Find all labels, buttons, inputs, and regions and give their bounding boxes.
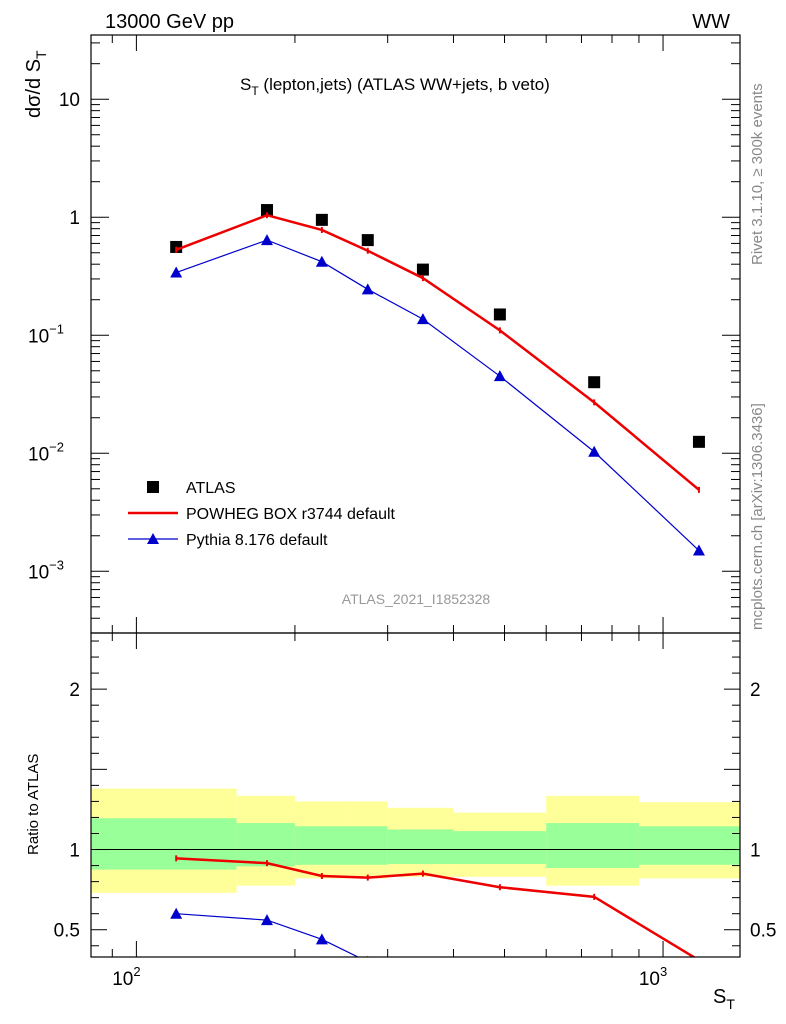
legend: ATLAS POWHEG BOX r3744 default Pythia 8.17… [128,480,396,549]
ratio-band-green [387,829,454,864]
data-point-square [692,435,705,448]
analysis-watermark: ATLAS_2021_I1852328 [342,591,491,607]
main-ticks [91,35,740,634]
ratio-y-axis-label: Ratio to ATLAS [25,754,42,855]
process-label: WW [692,11,730,33]
y-tick-label-base: 1 [69,208,80,229]
main-title: ST (lepton,jets) (ATLAS WW+jets, b veto) [240,75,550,98]
data-point-triangle [588,445,601,457]
ratio-uncertainty-bands [91,788,740,893]
y-tick-label: 10−3 [28,557,64,583]
pythia-ratio-line [176,913,360,957]
ratio-band-green [345,826,388,865]
ratio-y-tick-label: 1 [69,841,80,862]
data-point-triangle [170,907,183,919]
data-point-square [361,234,374,247]
ratio-y-tick-label: 0.5 [54,921,80,942]
ratio-ticks [91,633,740,957]
y-tick-label-base: 10 [28,444,49,465]
data-point-square [147,481,159,493]
ratio-band-green [91,818,237,870]
data-point-triangle [260,914,273,926]
powheg-ratio-line [176,857,697,957]
x-tick-label-base: 10 [639,969,660,990]
ratio-series-layer [170,855,697,983]
energy-label: 13000 GeV pp [105,11,234,33]
rivet-label: Rivet 3.1.10, ≥ 300k events [749,83,766,265]
ratio-y-tick-label-right: 0.5 [750,921,776,942]
y-tick-label-exp: −2 [49,439,64,454]
y-tick-label: 10−2 [28,439,64,465]
ratio-tick-labels: 2 2 1 1 0.5 0.5 [54,680,777,942]
legend-label: Pythia 8.176 default [186,532,328,549]
y-tick-label: 10−1 [28,321,64,347]
data-point-triangle [170,266,183,278]
data-point-triangle [315,255,328,267]
main-series-layer [170,204,705,556]
ratio-y-tick-label: 2 [69,680,80,701]
x-axis-label: ST [713,986,735,1012]
ratio-band-green [638,826,740,865]
ratio-band-green [236,823,295,867]
mcplots-label: mcplots.cern.ch [arXiv:1306.3436] [749,403,766,630]
x-tick-label: 103 [639,964,667,990]
data-point-square [493,308,506,321]
data-point-square [416,263,429,276]
x-tick-label-exp: 2 [133,964,140,979]
main-y-axis-label: dσ/d ST [23,50,49,118]
y-tick-label-base: 10 [28,326,49,347]
x-tick-label: 102 [112,964,140,990]
data-point-square [588,376,601,389]
data-point-triangle [417,972,429,983]
ratio-y-tick-label-right: 1 [750,841,761,862]
ratio-y-tick-label-right: 2 [750,680,761,701]
ratio-panel: 2 21 10.5 0.5 Ratio to ATLAS ST 102 103 [25,632,777,1012]
data-point-triangle [315,933,328,945]
powheg-line [175,213,700,491]
ratio-frame [90,632,741,958]
data-point-triangle [493,370,506,382]
y-tick-label-exp: −1 [49,321,64,336]
ratio-band-green [453,831,547,864]
data-point-square [315,213,328,226]
x-tick-label-exp: 3 [660,964,667,979]
legend-label: POWHEG BOX r3744 default [186,506,396,523]
x-tick-labels: 102 103 [112,964,667,990]
data-point-square [260,204,273,217]
x-tick-label-base: 10 [112,969,133,990]
data-point-triangle [147,533,159,544]
data-point-triangle [260,234,273,246]
pythia-line [175,239,700,551]
y-tick-label: 1 [69,208,80,229]
ratio-band-green [546,823,639,868]
y-tick-label: 10 [59,90,80,111]
ratio-band-green [294,826,346,865]
ratio-plot-area [91,788,740,983]
y-tick-label-base: 10 [28,562,49,583]
data-point-triangle [361,283,374,295]
data-point-triangle [692,544,705,556]
data-point-triangle [416,313,429,325]
y-tick-label-base: 10 [59,90,80,111]
y-tick-label-exp: −3 [49,557,64,572]
legend-label: ATLAS [186,480,236,497]
